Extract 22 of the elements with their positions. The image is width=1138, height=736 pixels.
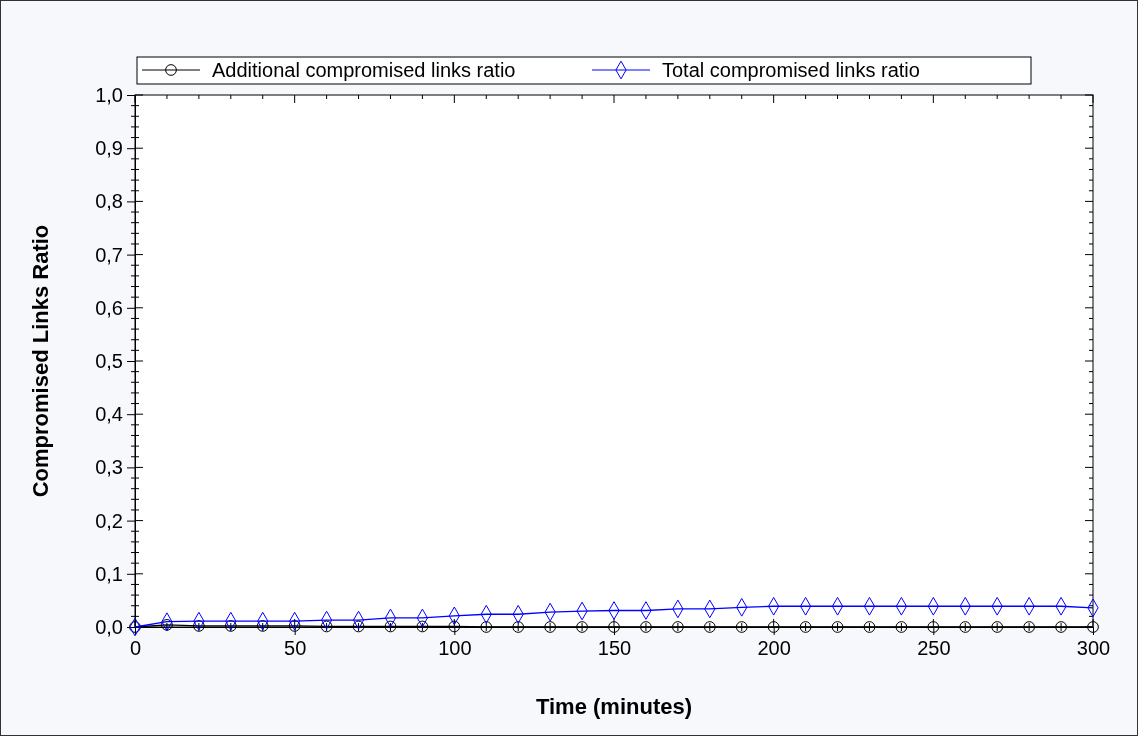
x-axis-title: Time (minutes) xyxy=(535,694,693,719)
y-tick-label: 0,4 xyxy=(95,403,123,426)
x-tick-label: 250 xyxy=(917,637,951,660)
x-tick-label: 0 xyxy=(129,637,142,660)
y-tick-label: 0,0 xyxy=(95,615,123,638)
legend-label: Additional compromised links ratio xyxy=(212,59,516,81)
y-tick-label: 0,2 xyxy=(95,509,123,532)
x-tick-label: 150 xyxy=(597,637,632,660)
x-tick-label: 300 xyxy=(1076,637,1111,660)
y-tick-label: 1,0 xyxy=(95,83,123,106)
legend-label: Total compromised links ratio xyxy=(662,59,920,81)
y-tick-label: 0,1 xyxy=(95,562,123,585)
y-tick-label: 0,3 xyxy=(95,456,123,479)
y-tick-label: 0,9 xyxy=(95,137,123,160)
y-tick-label: 0,7 xyxy=(95,243,123,266)
x-tick-label: 100 xyxy=(438,637,472,660)
y-tick-label: 0,8 xyxy=(95,190,123,213)
x-tick-label: 200 xyxy=(757,637,791,660)
y-tick-label: 0,6 xyxy=(95,296,123,319)
x-tick-label: 50 xyxy=(284,637,307,660)
y-axis-title: Compromised Links Ratio xyxy=(28,224,53,498)
y-tick-label: 0,5 xyxy=(95,349,123,372)
